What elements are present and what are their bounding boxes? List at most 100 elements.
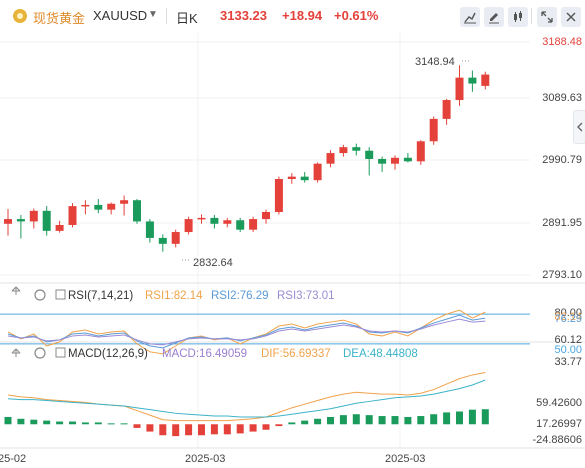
candle-body — [55, 224, 64, 231]
candle-body — [223, 220, 232, 224]
candle-body — [326, 153, 335, 164]
period-selector[interactable]: 日K — [176, 11, 198, 26]
candle-body — [171, 232, 180, 244]
line-draw-button[interactable] — [460, 7, 480, 27]
symbol-name[interactable]: 现货黄金 — [33, 11, 86, 26]
pencil-icon — [489, 13, 499, 24]
chart-settings-button[interactable] — [508, 7, 528, 27]
macd-histogram-bar — [404, 416, 412, 425]
price-change-percent: +0.61% — [334, 8, 379, 23]
indicator-icon[interactable] — [55, 289, 66, 300]
gear-icon[interactable] — [34, 289, 46, 301]
candle-body — [145, 221, 154, 238]
candle-body — [403, 157, 412, 162]
candle-body — [133, 200, 141, 222]
candle-body — [236, 220, 245, 230]
side-panel-toggle[interactable] — [573, 110, 585, 144]
price-change: +18.94 — [282, 8, 323, 23]
toolbar: 现货黄金 XAUUSD ▼ 日K 3133.23 +18.94 +0.61% — [0, 0, 585, 33]
rsi2-line — [7, 314, 486, 349]
macd-value: MACD:16.49059 — [162, 348, 247, 360]
macd-histogram-bar — [262, 424, 270, 430]
macd-histogram-bar — [301, 420, 309, 425]
chevron-down-icon[interactable]: ▼ — [148, 9, 158, 20]
candle-body — [68, 206, 77, 225]
rsi2-value: RSI2:76.29 — [211, 290, 269, 302]
candle-body — [429, 118, 438, 142]
macd-histogram-bar — [314, 418, 322, 425]
candle-body — [365, 150, 374, 159]
high-price-annotation: 3148.94 — [415, 56, 455, 68]
candle-body — [94, 204, 103, 210]
rsi-header: RSI(7,14,21) RSI1:82.14 RSI2:76.29 RSI3:… — [11, 286, 335, 302]
macd-histogram-bar — [391, 416, 399, 425]
rsi3-line — [7, 318, 486, 346]
price-axis-label: 2891.95 — [542, 217, 582, 229]
macd-histogram-bar — [56, 421, 64, 425]
candle-body — [352, 147, 361, 151]
gear-icon[interactable] — [34, 347, 46, 359]
macd-histogram-bar — [43, 420, 51, 425]
candle-body — [468, 77, 477, 84]
rsi-axis-label: 50.00 — [554, 344, 582, 356]
macd-histogram-bar — [468, 409, 476, 425]
rsi-axis-label: 33.77 — [554, 356, 582, 368]
macd-histogram-bar — [69, 421, 76, 425]
macd-histogram-bar — [443, 412, 451, 425]
indicator-icon[interactable] — [55, 347, 66, 358]
macd-histogram-bar — [133, 424, 141, 428]
macd-histogram-bar — [107, 423, 115, 425]
candle-body — [313, 163, 322, 181]
macd-histogram-bar — [456, 411, 463, 425]
candle-body — [391, 157, 399, 164]
macd-histogram-bar — [417, 416, 425, 425]
expand-button[interactable] — [537, 7, 557, 27]
candle-body — [287, 176, 296, 180]
macd-histogram-bar — [159, 424, 167, 436]
candle-body — [300, 176, 309, 181]
divider — [531, 8, 532, 24]
candle-body — [378, 158, 387, 164]
price-axis-label: 3089.63 — [542, 92, 582, 104]
low-price-annotation: 2832.64 — [193, 257, 233, 269]
pencil-button[interactable] — [484, 7, 504, 27]
chevron-left-icon — [576, 122, 582, 132]
rsi-axis-label: 80.00 — [554, 307, 582, 319]
candle-settings-icon — [514, 11, 522, 22]
candle-body — [158, 237, 167, 244]
rsi1-line — [7, 309, 486, 355]
candle-body — [442, 100, 451, 119]
candle-body — [339, 147, 348, 154]
last-price: 3133.23 — [220, 8, 267, 23]
macd-histogram-bar — [378, 416, 386, 425]
macd-axis-label: -24.88606 — [532, 434, 582, 446]
time-axis-label: 25-02 — [0, 453, 26, 465]
symbol-code[interactable]: XAUUSD — [93, 8, 148, 23]
candle-body — [81, 204, 90, 207]
dea-value: DEA:48.44808 — [343, 348, 418, 360]
gold-coin-icon — [13, 9, 27, 23]
macd-histogram-bar — [327, 416, 334, 425]
macd-histogram-bar — [185, 424, 193, 436]
macd-histogram-bar — [223, 424, 231, 435]
macd-histogram-bar — [198, 424, 205, 436]
price-axis-label: 3188.48 — [542, 36, 582, 48]
rsi-label[interactable]: RSI(7,14,21) — [68, 290, 133, 302]
collapse-icon[interactable] — [11, 348, 21, 357]
close-button[interactable] — [561, 7, 581, 27]
price-axis-label: 2793.10 — [542, 269, 582, 281]
candle-body — [184, 219, 193, 233]
dea-line — [7, 379, 486, 418]
candle-body — [455, 77, 464, 101]
macd-histogram-bar — [81, 422, 89, 425]
candle-body — [42, 210, 51, 231]
candle-body — [416, 141, 425, 162]
dif-line — [7, 372, 486, 422]
macd-axis-label: 17.26997 — [536, 418, 582, 430]
macd-histogram-bar — [365, 415, 373, 425]
collapse-icon[interactable] — [11, 286, 21, 295]
macd-label[interactable]: MACD(12,26,9) — [68, 348, 148, 360]
macd-header: MACD(12,26,9) MACD:16.49059 DIF:56.69337… — [11, 347, 418, 360]
candle-body — [16, 219, 25, 222]
